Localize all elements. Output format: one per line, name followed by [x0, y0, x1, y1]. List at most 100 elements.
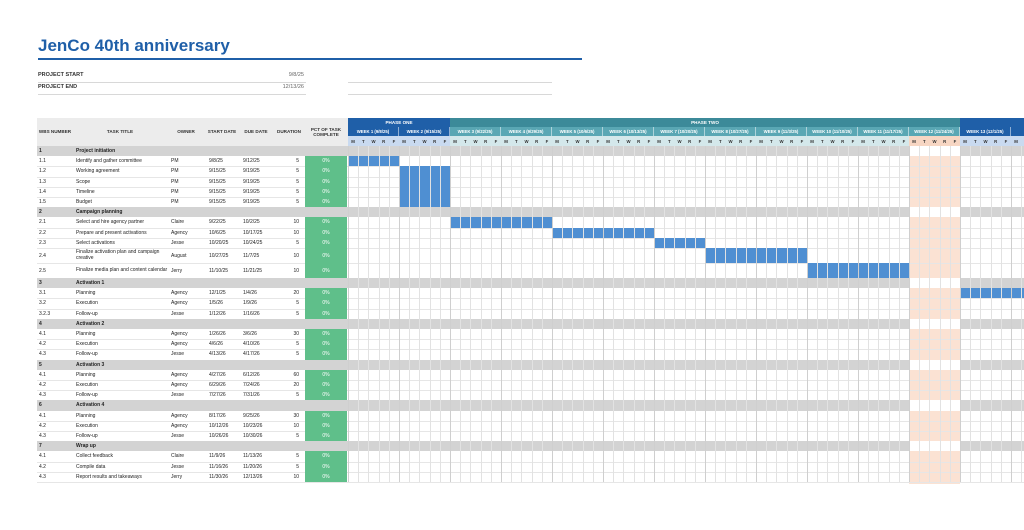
due-date[interactable]: 9/19/25 [243, 168, 260, 175]
duration-cell[interactable]: 5 [296, 300, 299, 307]
start-date[interactable]: 10/12/26 [209, 422, 229, 429]
owner-cell[interactable]: Agency [171, 412, 188, 419]
start-date[interactable]: 9/15/25 [209, 199, 226, 206]
owner-cell[interactable]: PM [171, 158, 179, 165]
start-date[interactable]: 11/10/25 [209, 267, 229, 274]
pct-complete-cell[interactable]: 0% [305, 380, 347, 391]
wbs-number[interactable]: 2.1 [39, 219, 46, 226]
wbs-number[interactable]: 2.2 [39, 229, 46, 236]
owner-cell[interactable]: PM [171, 178, 179, 185]
owner-cell[interactable]: Agency [171, 290, 188, 297]
owner-cell[interactable]: Agency [171, 300, 188, 307]
task-title[interactable]: Report results and takeaways [76, 473, 142, 480]
owner-cell[interactable]: PM [171, 168, 179, 175]
task-bar[interactable] [654, 237, 705, 248]
task-title[interactable]: Working agreement [76, 168, 120, 175]
duration-cell[interactable]: 10 [293, 219, 299, 226]
owner-cell[interactable]: PM [171, 188, 179, 195]
pct-complete-cell[interactable]: 0% [305, 471, 347, 482]
pct-complete-cell[interactable]: 0% [305, 248, 347, 263]
task-title[interactable]: Identify and gather committee [76, 158, 142, 165]
duration-cell[interactable]: 5 [296, 351, 299, 358]
start-date[interactable]: 10/26/26 [209, 433, 229, 440]
start-date[interactable]: 9/22/25 [209, 219, 226, 226]
due-date[interactable]: 11/21/25 [243, 267, 263, 274]
wbs-number[interactable]: 3.1 [39, 290, 46, 297]
duration-cell[interactable]: 5 [296, 158, 299, 165]
owner-cell[interactable]: Claire [171, 453, 185, 460]
project-end-value[interactable]: 12/13/26 [282, 84, 304, 90]
task-title[interactable]: Planning [76, 371, 96, 378]
start-date[interactable]: 1/5/26 [209, 300, 223, 307]
wbs-number[interactable]: 4.1 [39, 412, 46, 419]
start-date[interactable]: 4/6/26 [209, 341, 223, 348]
duration-cell[interactable]: 5 [296, 188, 299, 195]
due-date[interactable]: 11/20/26 [243, 463, 263, 470]
wbs-number[interactable]: 2.5 [39, 267, 46, 274]
pct-complete-cell[interactable]: 0% [305, 288, 347, 299]
pct-complete-cell[interactable]: 0% [305, 369, 347, 380]
owner-cell[interactable]: Agency [171, 229, 188, 236]
task-title[interactable]: Finalize media plan and content calendar [76, 266, 168, 273]
due-date[interactable]: 1/4/26 [243, 290, 257, 297]
wbs-number[interactable]: 1.1 [39, 158, 46, 165]
pct-complete-cell[interactable]: 0% [305, 339, 347, 350]
owner-cell[interactable]: Agency [171, 382, 188, 389]
task-title[interactable]: Finalize activation plan and campaign cr… [76, 249, 160, 261]
owner-cell[interactable]: PM [171, 199, 179, 206]
start-date[interactable]: 9/15/25 [209, 188, 226, 195]
task-title[interactable]: Compile data [76, 463, 106, 470]
start-date[interactable]: 10/27/25 [209, 252, 229, 259]
wbs-number[interactable]: 1.5 [39, 199, 46, 206]
owner-cell[interactable]: Agency [171, 422, 188, 429]
wbs-number[interactable]: 1.2 [39, 168, 46, 175]
owner-cell[interactable]: Jesse [171, 463, 185, 470]
task-title[interactable]: Scope [76, 178, 91, 185]
wbs-number[interactable]: 1.3 [39, 178, 46, 185]
start-date[interactable]: 9/15/25 [209, 178, 226, 185]
pct-complete-cell[interactable]: 0% [305, 349, 347, 360]
pct-complete-cell[interactable]: 0% [305, 420, 347, 431]
owner-cell[interactable]: Jerry [171, 473, 183, 480]
task-title[interactable]: Select activations [76, 239, 115, 246]
due-date[interactable]: 10/2/25 [243, 219, 260, 226]
wbs-number[interactable]: 2.4 [39, 252, 46, 259]
due-date[interactable]: 10/30/26 [243, 433, 263, 440]
owner-cell[interactable]: Agency [171, 341, 188, 348]
wbs-number[interactable]: 4.3 [39, 433, 46, 440]
owner-cell[interactable]: Jesse [171, 351, 185, 358]
owner-cell[interactable]: Claire [171, 219, 185, 226]
duration-cell[interactable]: 20 [293, 290, 299, 297]
task-title[interactable]: Follow-up [76, 392, 98, 399]
duration-cell[interactable]: 30 [293, 331, 299, 338]
wbs-number[interactable]: 4.3 [39, 392, 46, 399]
due-date[interactable]: 9/19/25 [243, 178, 260, 185]
due-date[interactable]: 1/9/26 [243, 300, 257, 307]
pct-complete-cell[interactable]: 0% [305, 298, 347, 309]
due-date[interactable]: 11/13/26 [243, 453, 263, 460]
start-date[interactable]: 11/9/26 [209, 453, 226, 460]
start-date[interactable]: 7/27/26 [209, 392, 226, 399]
duration-cell[interactable]: 5 [296, 178, 299, 185]
pct-complete-cell[interactable]: 0% [305, 461, 347, 472]
duration-cell[interactable]: 10 [293, 422, 299, 429]
duration-cell[interactable]: 5 [296, 239, 299, 246]
due-date[interactable]: 1/16/26 [243, 310, 260, 317]
wbs-number[interactable]: 4.2 [39, 463, 46, 470]
due-date[interactable]: 4/10/26 [243, 341, 260, 348]
task-title[interactable]: Execution [76, 341, 98, 348]
duration-cell[interactable]: 5 [296, 341, 299, 348]
due-date[interactable]: 10/17/25 [243, 229, 263, 236]
pct-complete-cell[interactable]: 0% [305, 217, 347, 228]
task-bar[interactable] [399, 176, 450, 187]
start-date[interactable]: 11/30/26 [209, 473, 229, 480]
due-date[interactable]: 9/19/25 [243, 199, 260, 206]
wbs-number[interactable]: 4.1 [39, 453, 46, 460]
duration-cell[interactable]: 10 [293, 252, 299, 259]
duration-cell[interactable]: 60 [293, 371, 299, 378]
wbs-number[interactable]: 3.2 [39, 300, 46, 307]
task-title[interactable]: Follow-up [76, 310, 98, 317]
duration-cell[interactable]: 30 [293, 412, 299, 419]
wbs-number[interactable]: 4.2 [39, 341, 46, 348]
wbs-number[interactable]: 4.2 [39, 422, 46, 429]
